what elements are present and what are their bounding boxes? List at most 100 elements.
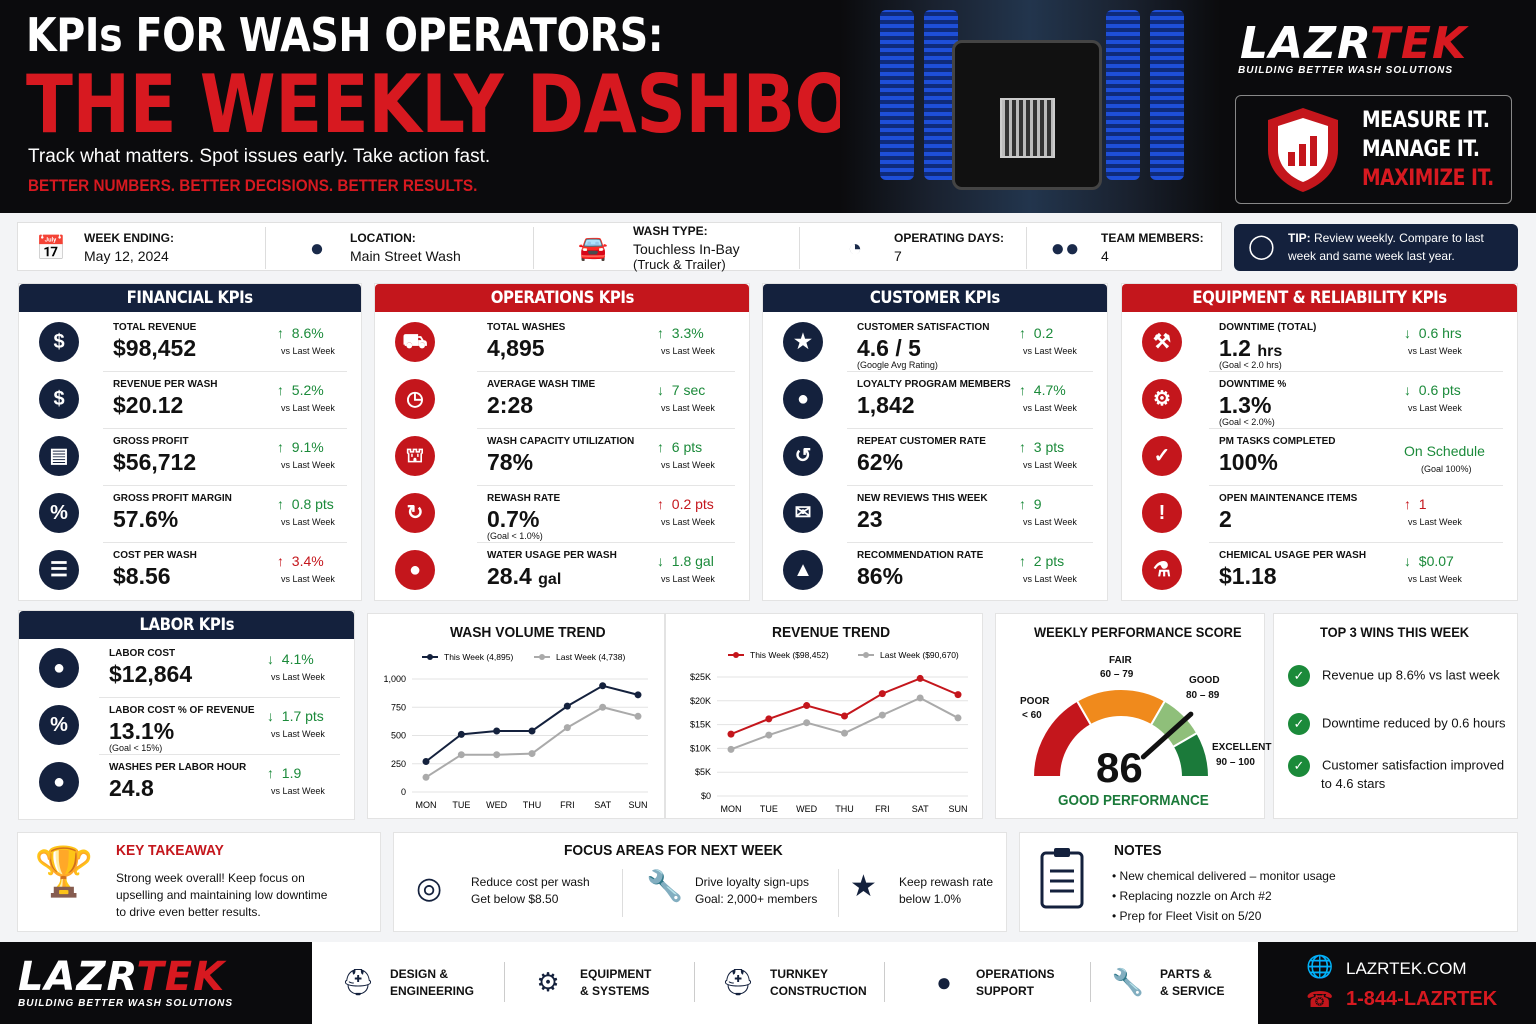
- kpi-value: 78%: [487, 449, 534, 475]
- kpi-row: ↻ REWASH RATE 0.7% (Goal < 1.0%) ↑ 0.2 pts vs…: [375, 486, 749, 543]
- kpi-vs-label: vs Last Week: [1408, 517, 1462, 527]
- footer-logo[interactable]: LAZRTEK BUILDING BETTER WASH SOLUTIONS: [0, 942, 312, 1024]
- brand-logo[interactable]: LAZRTEK: [1240, 18, 1468, 69]
- data-point: [954, 714, 962, 722]
- website-link[interactable]: LAZRTEK.COM: [1346, 959, 1467, 978]
- y-tick-label: $10K: [690, 743, 711, 753]
- data-point: [841, 729, 848, 737]
- kpi-row: ● LABOR COST $12,864 ↓ 4.1% vs Last Week: [19, 641, 354, 698]
- key-takeaway-card: 🏆 KEY TAKEAWAY Strong week overall! Keep…: [17, 832, 381, 932]
- water-drop-icon: ●: [395, 549, 435, 590]
- x-tick-label: WED: [796, 804, 817, 814]
- car-icon: 🚘: [578, 235, 608, 262]
- motto-measure: MEASURE IT.: [1362, 108, 1490, 133]
- panel-header: CUSTOMER KPIs: [763, 284, 1107, 312]
- data-point: [803, 719, 811, 727]
- kpi-row: % LABOR COST % OF REVENUE 13.1% (Goal < 15%…: [19, 698, 354, 755]
- data-point: [528, 727, 536, 735]
- score-status: GOOD PERFORMANCE: [1058, 792, 1209, 809]
- repeat-icon: ↺: [783, 435, 823, 476]
- y-tick-label: 1,000: [383, 674, 406, 684]
- kpi-row: ▲ RECOMMENDATION RATE 86% ↑ 2 pts vs Last We…: [763, 543, 1107, 600]
- panel-header: EQUIPMENT & RELIABILITY KPIs: [1122, 284, 1517, 312]
- kpi-goal-note: (Goal < 1.0%): [487, 531, 543, 541]
- panel-header: LABOR KPIs: [19, 611, 354, 639]
- kpi-label: REPEAT CUSTOMER RATE: [857, 436, 986, 447]
- kpi-value: 4,895: [487, 335, 545, 361]
- kpi-value: $98,452: [113, 335, 197, 361]
- kpi-label: LABOR COST: [109, 648, 176, 659]
- worker-icon: ●: [39, 761, 79, 802]
- trophy-icon: 🏆: [34, 846, 94, 899]
- x-tick-label: SAT: [594, 800, 611, 810]
- kpi-change: ↑ 1: [1404, 496, 1427, 512]
- x-tick-label: MON: [721, 804, 742, 814]
- hard-hat-icon: ⛑: [341, 967, 375, 997]
- globe-icon: 🌐: [1306, 954, 1334, 979]
- kpi-label: DOWNTIME %: [1219, 379, 1287, 390]
- kpi-change: ↓ $0.07: [1404, 553, 1454, 569]
- check-icon: ✓: [1288, 665, 1310, 687]
- lightbulb-icon: ◯: [1248, 233, 1275, 260]
- score-title: WEEKLY PERFORMANCE SCORE: [1034, 624, 1242, 640]
- financial-kpi-panel: FINANCIAL KPIs $ TOTAL REVENUE $98,452 ↑ 8.6…: [18, 283, 362, 601]
- tagline: BETTER NUMBERS. BETTER DECISIONS. BETTER…: [28, 176, 478, 195]
- series-line: [425, 706, 639, 779]
- y-tick-label: $0: [701, 791, 711, 801]
- kpi-vs-label: vs Last Week: [1408, 346, 1462, 356]
- thumbs-up-icon: ▲: [783, 549, 823, 590]
- kpi-vs-label: vs Last Week: [281, 517, 335, 527]
- operations-kpi-panel: OPERATIONS KPIs ⛟ TOTAL WASHES 4,895 ↑ 3.3% v…: [374, 283, 750, 601]
- kpi-goal-note: (Goal < 15%): [109, 743, 163, 753]
- legend-label: Last Week ($90,670): [880, 650, 959, 660]
- kpi-row: $ TOTAL REVENUE $98,452 ↑ 8.6% vs Last Week: [19, 315, 361, 372]
- data-point: [457, 730, 465, 738]
- x-tick-label: WED: [486, 800, 507, 810]
- data-point: [878, 711, 886, 719]
- star-icon: ★: [850, 870, 877, 903]
- kpi-label: OPEN MAINTENANCE ITEMS: [1219, 493, 1358, 504]
- review-icon: ✉: [783, 492, 823, 533]
- kpi-row: ⛫ WASH CAPACITY UTILIZATION 78% ↑ 6 pts vs L…: [375, 429, 749, 486]
- customer-kpi-panel: CUSTOMER KPIs ★ CUSTOMER SATISFACTION 4.6 /…: [762, 283, 1108, 601]
- kpi-row: ★ CUSTOMER SATISFACTION 4.6 / 5 (Google Avg…: [763, 315, 1107, 372]
- kpi-row: ◷ AVERAGE WASH TIME 2:28 ↓ 7 sec vs Last Wee…: [375, 372, 749, 429]
- clipboard-icon: [1040, 848, 1084, 909]
- data-point: [563, 702, 571, 710]
- kpi-vs-label: vs Last Week: [271, 786, 325, 796]
- x-tick-label: TUE: [760, 804, 778, 814]
- win-item: ✓ Downtime reduced by 0.6 hours: [1288, 713, 1506, 735]
- kpi-vs-label: vs Last Week: [1023, 346, 1077, 356]
- win-item: ✓ Customer satisfaction improved: [1288, 755, 1504, 777]
- kpi-vs-label: vs Last Week: [271, 729, 325, 739]
- kpi-label: NEW REVIEWS THIS WEEK: [857, 493, 988, 504]
- x-tick-label: FRI: [560, 800, 575, 810]
- coins-icon: ▤: [39, 435, 79, 476]
- kpi-change: On Schedule: [1404, 443, 1485, 459]
- y-tick-label: 500: [391, 731, 406, 741]
- check-circle-icon: ✓: [1142, 435, 1182, 476]
- data-point: [841, 712, 848, 720]
- subtitle: Track what matters. Spot issues early. T…: [28, 146, 491, 167]
- kpi-vs-label: vs Last Week: [281, 403, 335, 413]
- kpi-change: ↑ 1.9: [267, 765, 302, 781]
- data-point: [727, 730, 735, 738]
- kpi-change: ↑ 8.6%: [277, 325, 324, 341]
- kpi-value: $1.18: [1219, 563, 1277, 589]
- kpi-vs-label: vs Last Week: [661, 403, 715, 413]
- brand-tagline: BUILDING BETTER WASH SOLUTIONS: [1238, 65, 1453, 76]
- kpi-value: 1,842: [857, 392, 915, 418]
- kpi-value: 0.7%: [487, 506, 540, 532]
- kpi-row: % GROSS PROFIT MARGIN 57.6% ↑ 0.8 pts vs Las…: [19, 486, 361, 543]
- motto-maximize: MAXIMIZE IT.: [1362, 166, 1494, 191]
- phone-link[interactable]: 1-844-LAZRTEK: [1346, 988, 1498, 1010]
- kpi-change: ↓ 1.7 pts: [267, 708, 324, 724]
- star-icon: ★: [783, 321, 823, 362]
- check-icon: ✓: [1288, 713, 1310, 735]
- focus-areas-card: FOCUS AREAS FOR NEXT WEEK ◎ Reduce cost …: [393, 832, 1007, 932]
- y-tick-label: 250: [391, 759, 406, 769]
- kpi-vs-label: vs Last Week: [271, 672, 325, 682]
- kpi-row: ⛟ TOTAL WASHES 4,895 ↑ 3.3% vs Last Week: [375, 315, 749, 372]
- chart-title: WASH VOLUME TREND: [450, 624, 606, 641]
- kpi-label: REVENUE PER WASH: [113, 379, 218, 390]
